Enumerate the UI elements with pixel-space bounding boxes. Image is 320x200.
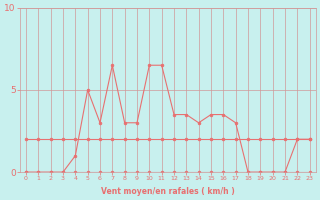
X-axis label: Vent moyen/en rafales ( km/h ): Vent moyen/en rafales ( km/h ) (101, 187, 235, 196)
